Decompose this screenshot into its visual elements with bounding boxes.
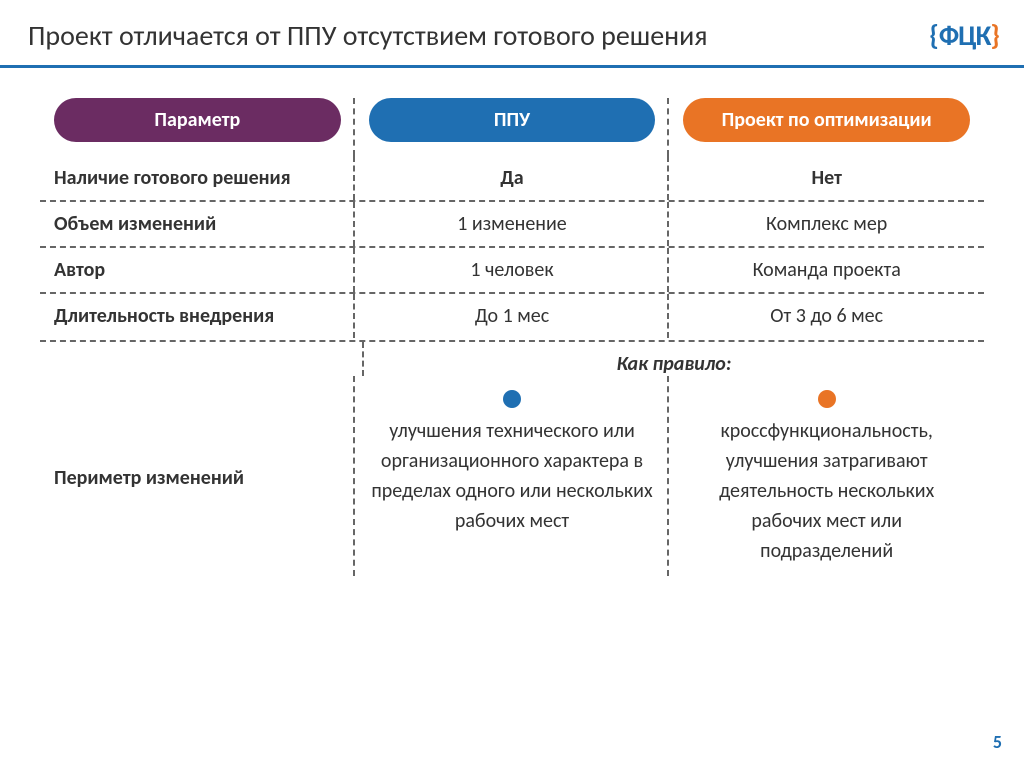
row-col2: Комплекс мер [669, 202, 984, 246]
row-param: Автор [40, 248, 355, 292]
pill-parameter: Параметр [54, 98, 341, 142]
rule-label: Как правило: [364, 342, 984, 376]
content-area: Параметр ППУ Проект по оптимизации Налич… [0, 68, 1024, 576]
perimeter-label: Периметр изменений [54, 466, 244, 490]
perimeter-row: Периметр изменений улучшения техническог… [40, 376, 984, 576]
perimeter-col2-text: кроссфункциональность, улучшения затраги… [683, 416, 970, 566]
data-rows: Наличие готового решенияДаНетОбъем измен… [40, 156, 984, 338]
perimeter-param: Периметр изменений [40, 376, 355, 576]
slide-title: Проект отличается от ППУ отсутствием гот… [28, 18, 929, 53]
row-col1: До 1 мес [355, 294, 670, 338]
table-row: Объем изменений1 изменениеКомплекс мер [40, 202, 984, 246]
bullet-ppu-icon [503, 390, 521, 408]
header-row: Параметр ППУ Проект по оптимизации [40, 98, 984, 156]
rule-label-row: Как правило: [40, 342, 984, 376]
perimeter-col1: улучшения технического или организационн… [355, 376, 670, 576]
header-param-cell: Параметр [40, 98, 355, 156]
row-col2: От 3 до 6 мес [669, 294, 984, 338]
pill-project-label: Проект по оптимизации [722, 108, 932, 132]
bullet-project-icon [818, 390, 836, 408]
perimeter-col2: кроссфункциональность, улучшения затраги… [669, 376, 984, 576]
spacer-cell [40, 342, 364, 376]
table-row: Наличие готового решенияДаНет [40, 156, 984, 200]
pill-project: Проект по оптимизации [683, 98, 970, 142]
table-row: Длительность внедренияДо 1 месОт 3 до 6 … [40, 294, 984, 338]
pill-ppu: ППУ [369, 98, 656, 142]
logo: {ФЦК} [929, 18, 1000, 53]
table-row: Автор1 человекКоманда проекта [40, 248, 984, 292]
pill-ppu-label: ППУ [494, 108, 530, 132]
row-param: Длительность внедрения [40, 294, 355, 338]
row-param: Наличие готового решения [40, 156, 355, 200]
header-col1-cell: ППУ [355, 98, 670, 156]
row-col1: Да [355, 156, 670, 200]
row-col1: 1 человек [355, 248, 670, 292]
row-col2: Команда проекта [669, 248, 984, 292]
row-col2: Нет [669, 156, 984, 200]
page-number: 5 [993, 731, 1002, 753]
header-col2-cell: Проект по оптимизации [669, 98, 984, 156]
title-bar: Проект отличается от ППУ отсутствием гот… [0, 0, 1024, 65]
perimeter-col1-text: улучшения технического или организационн… [369, 416, 656, 536]
pill-parameter-label: Параметр [154, 108, 240, 132]
row-col1: 1 изменение [355, 202, 670, 246]
row-param: Объем изменений [40, 202, 355, 246]
